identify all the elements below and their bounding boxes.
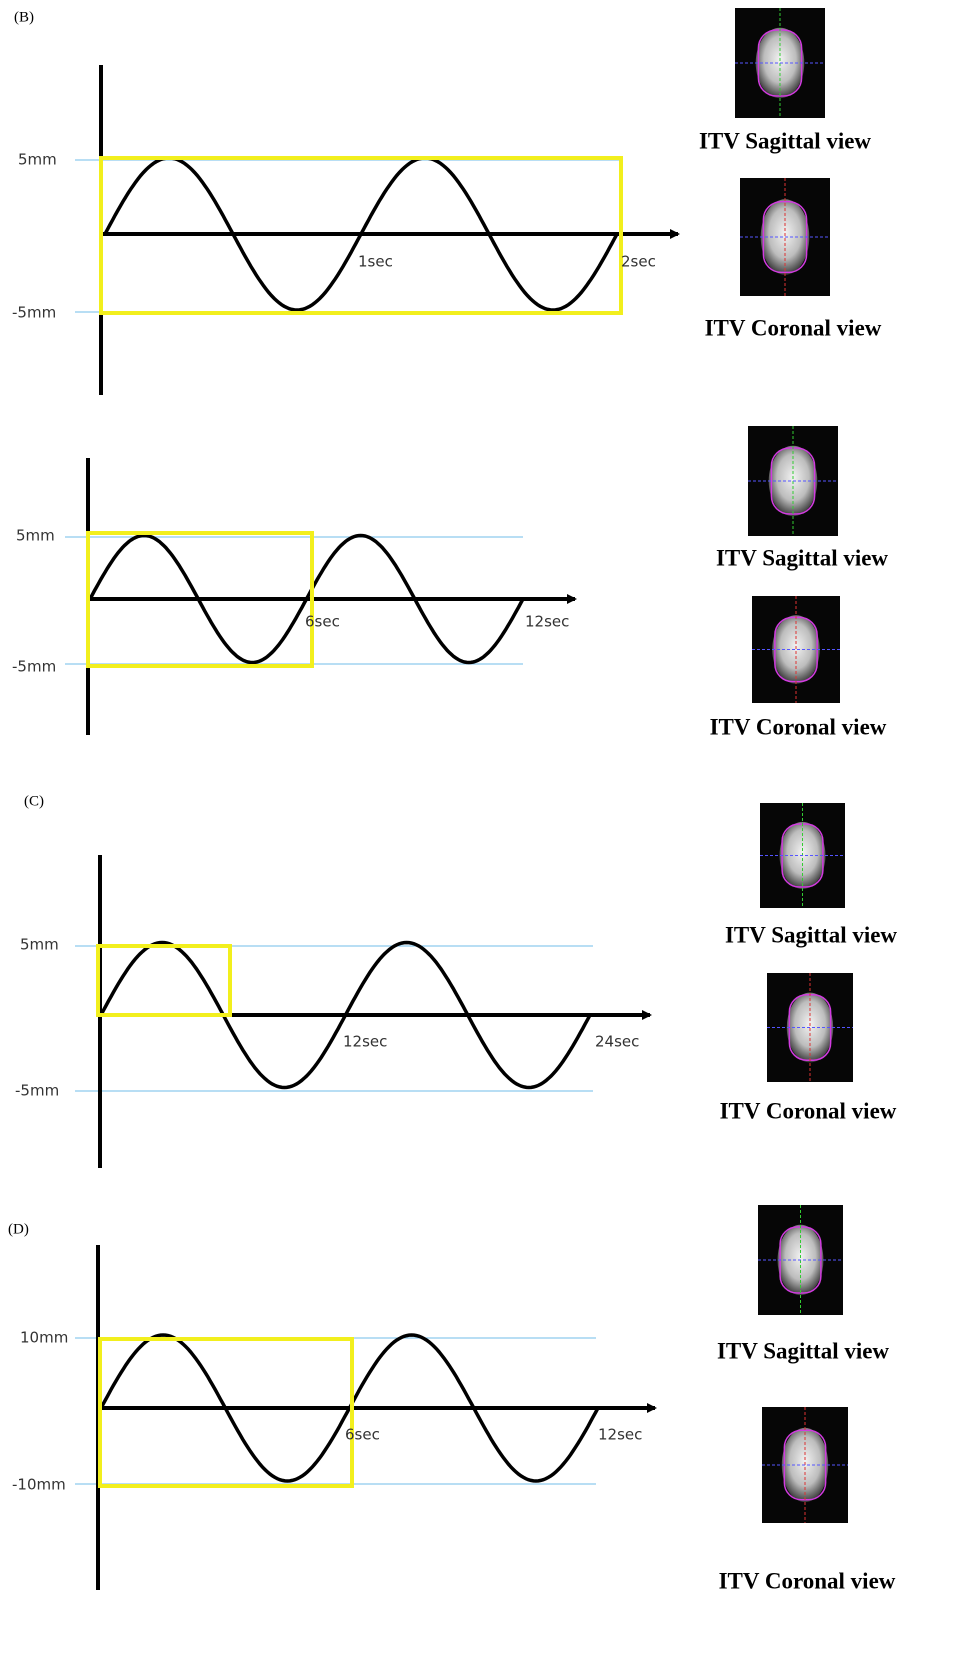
panel-label: (D) [8, 1221, 29, 1237]
panel: (C) 5mm -5mm 12sec 24sec ITV Sagittal view ITV… [15, 793, 897, 1168]
x-label: 2sec [621, 253, 656, 271]
caption: ITV Sagittal view [699, 128, 871, 153]
y-label: 10mm [20, 1329, 68, 1347]
caption: ITV Sagittal view [725, 922, 897, 947]
caption: ITV Coronal view [719, 1568, 896, 1593]
figure: (B) 5mm -5mm 1sec 2sec ITV Sagittal view ITV C… [0, 0, 967, 1675]
caption: ITV Coronal view [720, 1098, 897, 1123]
caption: ITV Coronal view [705, 315, 882, 340]
x-label: 12sec [525, 613, 569, 631]
y-label: -5mm [12, 304, 56, 322]
panel-label: (C) [24, 793, 44, 809]
panel: (D) 10mm -10mm 6sec 12sec ITV Sagittal view IT… [8, 1205, 896, 1593]
x-label: 24sec [595, 1033, 639, 1051]
y-label: -5mm [12, 658, 56, 676]
itv-box [98, 946, 230, 1015]
x-label: 6sec [345, 1426, 380, 1444]
x-label: 1sec [358, 253, 393, 271]
y-label: -5mm [15, 1082, 59, 1100]
y-label: 5mm [20, 936, 59, 954]
panel: (B) 5mm -5mm 1sec 2sec ITV Sagittal view ITV C… [12, 8, 882, 395]
x-label: 12sec [343, 1033, 387, 1051]
caption: ITV Coronal view [710, 714, 887, 739]
panel-label: (B) [14, 9, 34, 25]
y-label: 5mm [16, 527, 55, 545]
x-label: 6sec [305, 613, 340, 631]
y-label: 5mm [18, 151, 57, 169]
caption: ITV Sagittal view [717, 1338, 889, 1363]
x-label: 12sec [598, 1426, 642, 1444]
panel: 5mm -5mm 6sec 12sec ITV Sagittal view ITV Cor… [12, 426, 888, 739]
caption: ITV Sagittal view [716, 545, 888, 570]
y-label: -10mm [12, 1476, 66, 1494]
